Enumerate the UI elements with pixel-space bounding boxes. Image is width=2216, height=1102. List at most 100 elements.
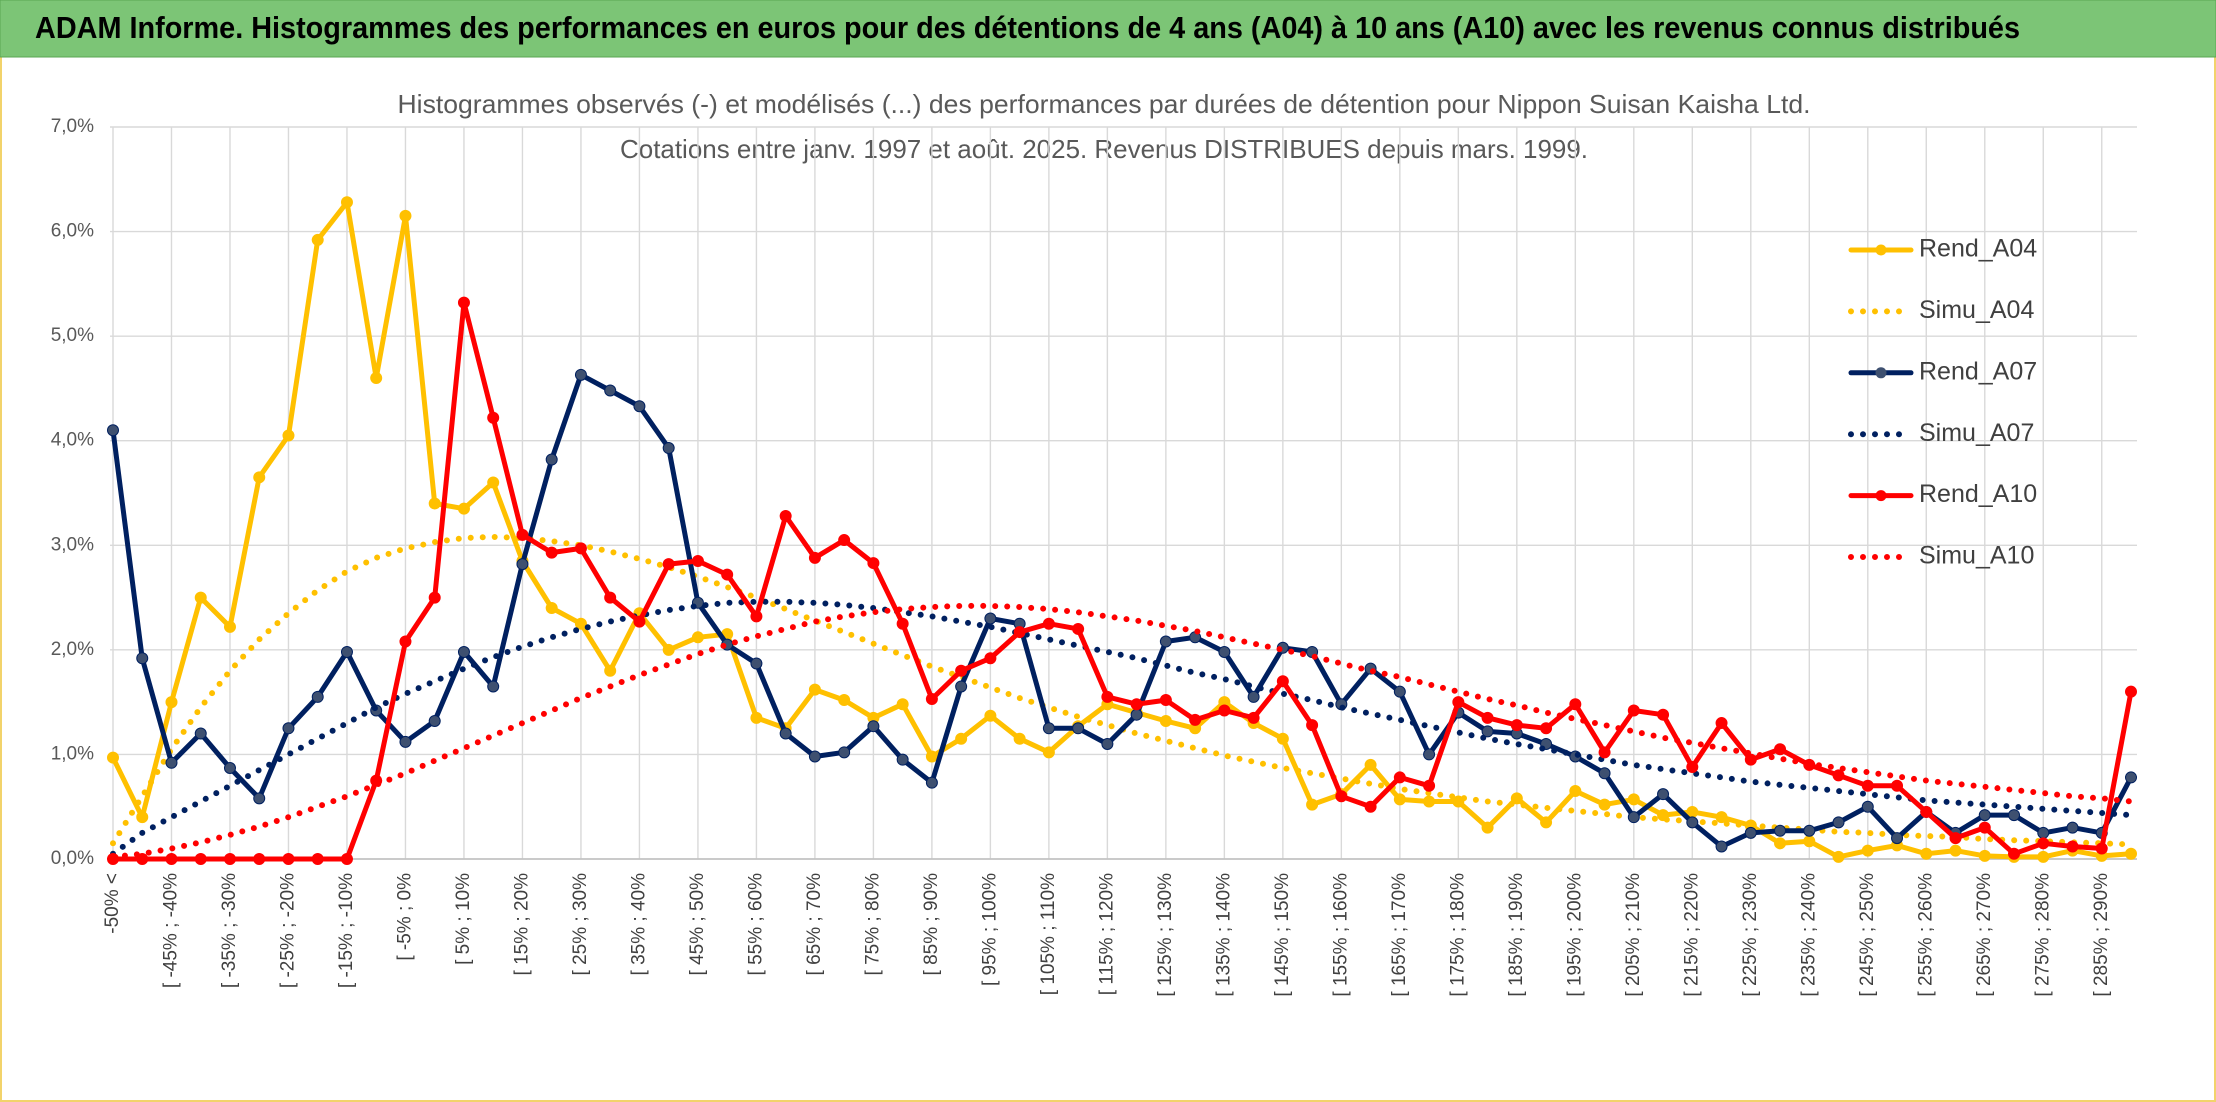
point bbox=[1130, 708, 1143, 721]
point bbox=[1715, 811, 1728, 824]
x-tick-label: [ 175% ; 180% bbox=[1447, 873, 1468, 997]
point bbox=[896, 753, 909, 766]
header-bar bbox=[0, 0, 2216, 58]
point bbox=[136, 811, 149, 824]
x-tick-label: [ -5% ; 0% bbox=[394, 873, 415, 961]
x-tick-label: [ 215% ; 220% bbox=[1681, 873, 1702, 997]
x-tick-label: [ 255% ; 260% bbox=[1915, 873, 1936, 997]
x-tick-label: [ 285% ; 290% bbox=[2091, 873, 2112, 997]
x-tick-label: [ 225% ; 230% bbox=[1740, 873, 1761, 997]
point bbox=[457, 502, 470, 515]
x-tick-label: [ 95% ; 100% bbox=[979, 873, 1000, 986]
point bbox=[1510, 719, 1523, 732]
point bbox=[2066, 840, 2079, 853]
legend-label: Rend_A10 bbox=[1919, 480, 2037, 508]
point bbox=[457, 645, 470, 658]
series-line bbox=[110, 199, 2134, 860]
x-tick-label: [ 205% ; 210% bbox=[1623, 873, 1644, 997]
y-tick-label: 6,0% bbox=[51, 221, 94, 242]
point bbox=[1218, 645, 1231, 658]
point bbox=[1042, 617, 1055, 630]
point bbox=[662, 558, 675, 571]
x-tick-label: [ 195% ; 200% bbox=[1564, 873, 1585, 997]
point bbox=[399, 735, 412, 748]
point bbox=[896, 698, 909, 711]
x-tick-label: [ 245% ; 250% bbox=[1857, 873, 1878, 997]
series-line bbox=[110, 598, 2134, 857]
point bbox=[1335, 790, 1348, 803]
point bbox=[867, 720, 880, 733]
point bbox=[370, 371, 383, 384]
point bbox=[1920, 805, 1933, 818]
point bbox=[1744, 753, 1757, 766]
point bbox=[691, 554, 704, 567]
point bbox=[1657, 788, 1670, 801]
point bbox=[1306, 798, 1319, 811]
x-tick-label: [ 265% ; 270% bbox=[1974, 873, 1995, 997]
x-tick-label: [ 165% ; 170% bbox=[1389, 873, 1410, 997]
point bbox=[2037, 826, 2050, 839]
point bbox=[604, 384, 617, 397]
x-tick-label: [ -15% ; -10% bbox=[336, 873, 357, 988]
point bbox=[1101, 690, 1114, 703]
point bbox=[2125, 771, 2137, 784]
point bbox=[1949, 844, 1962, 857]
point bbox=[1891, 832, 1904, 845]
point bbox=[1159, 694, 1172, 707]
point bbox=[223, 620, 236, 633]
point bbox=[253, 792, 266, 805]
point bbox=[1598, 798, 1611, 811]
point bbox=[1569, 698, 1582, 711]
point bbox=[487, 411, 500, 424]
x-tick-label: [ 85% ; 90% bbox=[921, 873, 942, 976]
legend-label: Simu_A10 bbox=[1919, 542, 2034, 570]
x-tick-label: [ 35% ; 40% bbox=[628, 873, 649, 976]
point bbox=[545, 453, 558, 466]
point bbox=[545, 602, 558, 615]
point bbox=[1042, 746, 1055, 759]
point bbox=[1481, 711, 1494, 724]
point bbox=[1832, 769, 1845, 782]
point bbox=[2037, 850, 2050, 863]
point bbox=[750, 657, 763, 670]
point bbox=[545, 546, 558, 559]
point bbox=[1861, 779, 1874, 792]
y-tick-label: 5,0% bbox=[51, 325, 94, 346]
point bbox=[311, 853, 324, 865]
point bbox=[1978, 809, 1991, 822]
point bbox=[1861, 844, 1874, 857]
point bbox=[487, 680, 500, 693]
point bbox=[1452, 696, 1465, 709]
point bbox=[340, 645, 353, 658]
x-tick-label: [ 235% ; 240% bbox=[1798, 873, 1819, 997]
point bbox=[1598, 746, 1611, 759]
point bbox=[165, 756, 178, 769]
point bbox=[1569, 785, 1582, 798]
point bbox=[1686, 760, 1699, 773]
point bbox=[2125, 685, 2137, 698]
x-tick-label: [ 5% ; 10% bbox=[453, 873, 474, 965]
x-tick-label: [ 125% ; 130% bbox=[1155, 873, 1176, 997]
point bbox=[925, 693, 938, 706]
point bbox=[1627, 811, 1640, 824]
legend-label: Rend_A04 bbox=[1919, 235, 2037, 263]
legend-label: Simu_A04 bbox=[1919, 296, 2034, 324]
point bbox=[1247, 711, 1260, 724]
point bbox=[1744, 826, 1757, 839]
point bbox=[1920, 847, 1933, 860]
x-tick-label: [ 15% ; 20% bbox=[511, 873, 532, 976]
x-tick-label: [ 45% ; 50% bbox=[687, 873, 708, 976]
point bbox=[1715, 840, 1728, 853]
point bbox=[399, 635, 412, 648]
point bbox=[165, 853, 178, 865]
legend-marker bbox=[1875, 367, 1887, 379]
point bbox=[107, 424, 119, 437]
point bbox=[867, 557, 880, 570]
point bbox=[165, 696, 178, 709]
point bbox=[604, 664, 617, 677]
x-tick-label: [ 275% ; 280% bbox=[2032, 873, 2053, 997]
point bbox=[399, 209, 412, 222]
point bbox=[721, 568, 734, 581]
point bbox=[1774, 743, 1787, 756]
